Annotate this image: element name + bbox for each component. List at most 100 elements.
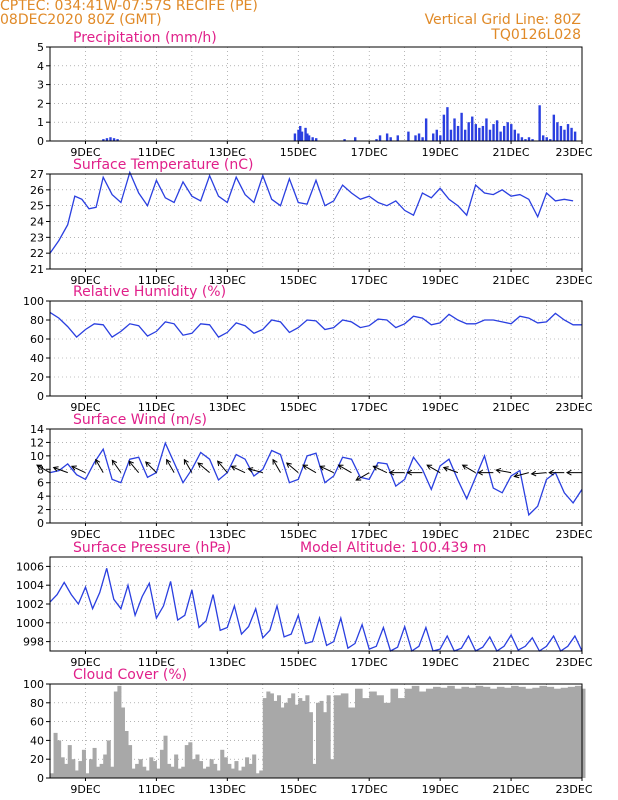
cloud-bar — [319, 700, 324, 778]
cloud-bar — [135, 763, 140, 778]
precip-bar — [378, 135, 382, 141]
x-tick-label: 21DEC — [493, 528, 530, 541]
y-tick-label: 0 — [37, 517, 44, 530]
wind-arrowhead — [495, 467, 502, 474]
precip-bar — [563, 129, 566, 141]
cloud-bar — [163, 735, 168, 778]
x-tick-label: 23DEC — [555, 274, 592, 287]
cloud-bar — [156, 768, 161, 778]
wind-arrowhead — [426, 464, 433, 470]
cloud-bar — [330, 759, 335, 778]
cloud-bar — [209, 759, 214, 778]
precip-bar — [517, 133, 520, 141]
y-tick-label: 21 — [30, 263, 44, 276]
y-tick-label: 20 — [30, 371, 44, 384]
cloud-bar — [546, 686, 555, 778]
cloud-bar — [227, 763, 232, 778]
precip-bar — [495, 120, 499, 141]
y-tick-label: 4 — [37, 490, 44, 503]
precip-bar — [463, 129, 467, 141]
x-tick-label: 9DEC — [70, 146, 100, 159]
precip-bar — [112, 138, 116, 141]
x-tick-label: 11DEC — [138, 528, 175, 541]
y-tick-label: 8 — [37, 463, 44, 476]
precip-bar — [449, 129, 453, 141]
precip-bar — [545, 137, 548, 141]
cloud-bar — [103, 754, 108, 778]
cloud-bar — [532, 687, 540, 778]
x-tick-label: 9DEC — [70, 274, 100, 287]
panel-frame — [49, 683, 583, 779]
cloud-bar — [294, 704, 299, 778]
precip-bar — [510, 124, 513, 141]
cloud-bar — [411, 685, 420, 778]
wind-vector — [248, 468, 263, 474]
cloud-bar — [287, 698, 292, 778]
cloud-bar — [92, 747, 97, 778]
cloud-bar — [67, 745, 72, 778]
precip-bar — [417, 133, 421, 141]
y-tick-label: 12 — [30, 436, 44, 449]
y-tick-label: 40 — [30, 352, 44, 365]
precip-bar — [299, 125, 302, 141]
y-tick-label: 4 — [37, 60, 44, 73]
x-tick-label: 13DEC — [209, 656, 246, 669]
cloud-bar — [305, 695, 310, 778]
y-tick-label: 80 — [30, 314, 44, 327]
x-tick-label: 17DEC — [351, 656, 388, 669]
x-tick-label: 17DEC — [351, 401, 388, 414]
cloud-bar — [60, 757, 65, 778]
cloud-bar — [71, 759, 76, 778]
y-tick-label: 2 — [37, 97, 44, 110]
y-tick-label: 10 — [30, 450, 44, 463]
precip-bar — [306, 133, 309, 141]
y-tick-label: 60 — [30, 716, 44, 729]
cloud-bar — [262, 698, 267, 778]
cloud-bar — [89, 759, 94, 778]
wind-vector — [319, 465, 334, 474]
wind-arrowhead — [36, 464, 43, 470]
precip-bar — [109, 137, 112, 141]
y-tick-label: 1 — [37, 116, 44, 129]
panel-frame — [49, 300, 583, 397]
y-tick-label: 0 — [37, 390, 44, 403]
cloud-bar — [582, 688, 586, 778]
panel-title: Surface Wind (m/s) — [73, 412, 207, 428]
panel-frame — [49, 428, 583, 524]
y-tick-label: 1006 — [16, 560, 44, 573]
x-tick-label: 23DEC — [555, 528, 592, 541]
wind-vector — [531, 472, 547, 475]
x-tick-label: 23DEC — [555, 401, 592, 414]
x-tick-label: 21DEC — [493, 401, 530, 414]
wind-vector — [286, 462, 299, 474]
wind-vector — [183, 459, 193, 473]
cloud-bar — [198, 761, 204, 778]
y-tick-label: 25 — [30, 200, 44, 213]
wind-arrowhead — [272, 458, 278, 465]
cloud-bar — [276, 695, 282, 778]
precip-bar — [354, 137, 357, 141]
wind-arrowhead — [111, 459, 118, 466]
cloud-bar — [110, 766, 115, 778]
precip-bar — [471, 116, 474, 141]
x-tick-label: 19DEC — [422, 401, 459, 414]
cloud-bar — [248, 763, 253, 778]
precip-bar — [304, 127, 307, 141]
precip-bar — [385, 133, 389, 141]
cloud-bar — [50, 773, 55, 778]
cloud-bar — [316, 702, 321, 778]
precip-bar — [435, 129, 438, 141]
cloud-bar — [383, 702, 391, 778]
wind-vector — [272, 459, 281, 473]
cloud-bar — [376, 695, 384, 778]
cloud-bar — [167, 763, 172, 778]
y-tick-label: 100 — [23, 295, 44, 308]
y-tick-label: 14 — [30, 423, 44, 436]
wind-vector — [197, 462, 210, 474]
x-tick-label: 21DEC — [493, 274, 530, 287]
cloud-bar — [174, 754, 179, 778]
cloud-bar — [74, 770, 79, 778]
x-tick-label: 9DEC — [70, 656, 100, 669]
cloud-bar — [340, 693, 349, 778]
precip-bar — [556, 122, 559, 141]
